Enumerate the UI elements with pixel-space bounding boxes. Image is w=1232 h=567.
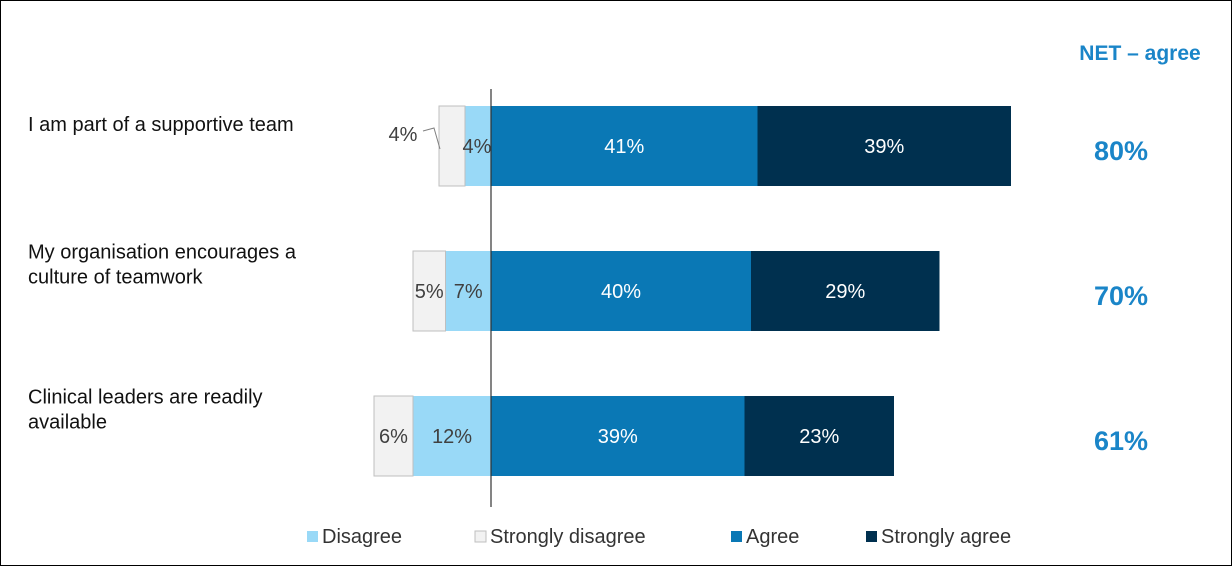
category-labels-group: I am part of a supportive team My organis… xyxy=(28,114,297,434)
legend-swatch-strongly-agree xyxy=(866,531,877,542)
value-label-disagree-row-1: 4% xyxy=(463,136,492,158)
bar-disagree-row-1 xyxy=(465,106,491,186)
value-label-disagree-row-3: 12% xyxy=(432,426,472,448)
category-label-line: available xyxy=(28,412,107,434)
leader-line-strongly-disagree-row-1 xyxy=(422,127,441,150)
value-label-strongly-agree-row-1: 39% xyxy=(864,136,904,158)
bar-disagree-row-3 xyxy=(413,396,491,476)
legend-swatch-agree xyxy=(731,531,742,542)
bar-agree-row-3 xyxy=(491,396,745,476)
value-label-agree-row-3: 39% xyxy=(598,426,638,448)
category-label-row-3: Clinical leaders are readily available xyxy=(28,387,263,434)
legend-label-disagree: Disagree xyxy=(322,526,402,548)
legend-label-strongly-agree: Strongly agree xyxy=(881,526,1011,548)
legend-label-strongly-disagree: Strongly disagree xyxy=(490,526,646,548)
value-label-agree-row-1: 41% xyxy=(604,136,644,158)
value-label-strongly-agree-row-3: 23% xyxy=(799,426,839,448)
value-labels-group: 4% 4% 41% 39% 7% 5% 40% 29% 12% 6% 39% 23% xyxy=(379,124,904,448)
net-agree-value-row-3: 61% xyxy=(1094,426,1148,456)
value-label-strongly-disagree-row-3: 6% xyxy=(379,426,408,448)
category-label-line: Clinical leaders are readily xyxy=(28,387,263,409)
value-label-strongly-agree-row-2: 29% xyxy=(825,281,865,303)
value-label-strongly-disagree-row-1: 4% xyxy=(389,124,418,146)
net-agree-value-row-1: 80% xyxy=(1094,136,1148,166)
value-label-agree-row-2: 40% xyxy=(601,281,641,303)
bar-strongly-agree-row-2 xyxy=(751,251,940,331)
legend: Disagree Strongly disagree Agree Strongly a… xyxy=(307,526,1011,548)
net-agree-value-row-2: 70% xyxy=(1094,281,1148,311)
value-label-disagree-row-2: 7% xyxy=(454,281,483,303)
category-label-line: culture of teamwork xyxy=(28,267,204,289)
category-label-row-1: I am part of a supportive team xyxy=(28,114,294,136)
legend-swatch-disagree xyxy=(307,531,318,542)
bar-strongly-agree-row-3 xyxy=(744,396,894,476)
bar-agree-row-2 xyxy=(491,251,751,331)
bar-strongly-disagree-row-1 xyxy=(438,105,466,187)
value-label-strongly-disagree-row-2: 5% xyxy=(415,281,444,303)
bar-agree-row-1 xyxy=(491,106,758,186)
category-label-line: I am part of a supportive team xyxy=(28,114,294,136)
category-label-line: My organisation encourages a xyxy=(28,242,297,264)
bar-strongly-disagree-row-2 xyxy=(412,250,446,332)
net-agree-title: NET – agree xyxy=(1079,42,1200,65)
bar-strongly-agree-row-1 xyxy=(757,106,1011,186)
bar-strongly-disagree-row-3 xyxy=(373,395,414,477)
legend-label-agree: Agree xyxy=(746,526,799,548)
legend-swatch-strongly-disagree xyxy=(474,530,487,543)
bar-disagree-row-2 xyxy=(445,251,491,331)
bars-group xyxy=(373,105,1011,477)
category-label-row-2: My organisation encourages a culture of t… xyxy=(28,242,297,289)
net-agree-group: NET – agree 80% 70% 61% xyxy=(1079,42,1200,456)
